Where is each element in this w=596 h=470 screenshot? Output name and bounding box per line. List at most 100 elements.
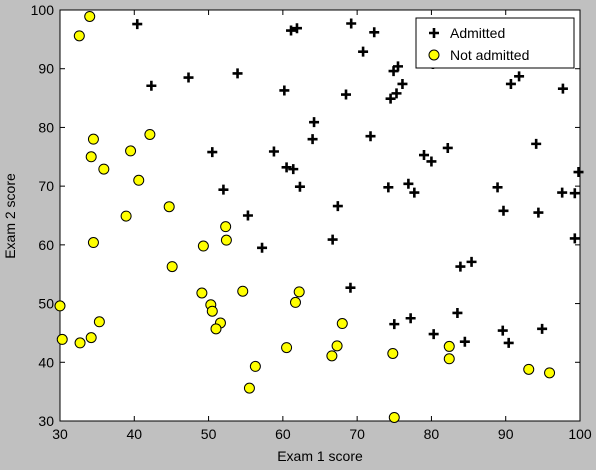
admitted-point: [569, 188, 580, 199]
not-admitted-point: [387, 347, 399, 359]
legend-marker-admitted: [429, 28, 439, 38]
legend[interactable]: Admitted Not admitted: [415, 17, 575, 69]
admitted-point: [279, 85, 290, 96]
admitted-point: [403, 178, 414, 189]
admitted-point: [531, 138, 542, 149]
admitted-point: [388, 66, 399, 77]
axis-ticks: 30 40 50 60 70 80 90 100 30 40 50 60 70 80 90 100: [31, 2, 592, 442]
admitted-point: [146, 80, 157, 91]
x-tick-label: 50: [201, 426, 217, 442]
not-admitted-point: [73, 30, 85, 42]
y-tick-label: 100: [31, 2, 55, 18]
admitted-point: [514, 71, 525, 82]
legend-label-not-admitted: Not admitted: [450, 47, 529, 63]
x-tick-label: 80: [424, 426, 440, 442]
admitted-point: [345, 282, 356, 293]
not-admitted-point: [220, 221, 232, 233]
x-tick-label: 30: [52, 426, 68, 442]
admitted-point: [405, 313, 416, 324]
not-admitted-point: [210, 323, 222, 335]
x-axis-label: Exam 1 score: [277, 448, 363, 464]
admitted-point: [466, 256, 477, 267]
not-admitted-point: [93, 316, 105, 328]
admitted-point: [497, 325, 508, 336]
y-tick-label: 40: [38, 354, 54, 370]
not-admitted-point: [336, 318, 348, 330]
admitted-point: [132, 19, 143, 30]
admitted-point: [557, 83, 568, 94]
admitted-point: [533, 207, 544, 218]
plot-area: [59, 9, 581, 422]
admitted-point: [442, 142, 453, 153]
not-admitted-point: [87, 237, 99, 249]
admitted-point: [498, 205, 509, 216]
admitted-point: [419, 150, 429, 161]
not-admitted-point: [388, 411, 400, 423]
not-admitted-point: [87, 133, 99, 145]
admitted-point: [346, 18, 357, 29]
admitted-point: [288, 164, 299, 175]
not-admitted-point: [293, 286, 305, 298]
admitted-point: [286, 25, 297, 36]
not-admitted-point: [523, 363, 535, 375]
not-admitted-point: [133, 174, 145, 186]
not-admitted-point: [85, 332, 97, 344]
admitted-point: [383, 182, 394, 193]
not-admitted-point: [125, 145, 137, 157]
not-admitted-point: [544, 367, 556, 379]
not-admitted-point: [197, 240, 209, 252]
admitted-point: [307, 134, 318, 145]
admitted-point: [505, 78, 516, 89]
not-admitted-point: [84, 10, 96, 22]
admitted-point: [268, 146, 279, 157]
not-admitted-point: [166, 261, 178, 273]
not-admitted-point: [443, 353, 455, 365]
x-tick-label: 100: [568, 426, 592, 442]
admitted-point: [391, 88, 402, 99]
x-tick-label: 40: [126, 426, 142, 442]
admitted-point: [327, 234, 338, 245]
admitted-point: [557, 187, 568, 198]
y-tick-label: 80: [38, 119, 54, 135]
admitted-point: [358, 46, 369, 57]
admitted-point: [218, 184, 229, 195]
legend-box: [415, 17, 575, 69]
y-axis-label: Exam 2 score: [2, 173, 18, 259]
admitted-point: [341, 89, 351, 100]
admitted-point: [569, 233, 580, 244]
admitted-point: [207, 147, 218, 158]
legend-label-admitted: Admitted: [450, 25, 505, 41]
x-tick-label: 90: [498, 426, 514, 442]
not-admitted-point: [243, 382, 255, 394]
admitted-point: [409, 187, 420, 198]
not-admitted-point: [98, 163, 110, 175]
not-admitted-point: [281, 342, 293, 354]
admitted-point: [281, 162, 292, 173]
admitted-point: [291, 23, 302, 34]
y-tick-label: 70: [38, 178, 54, 194]
x-tick-label: 60: [275, 426, 291, 442]
not-admitted-point: [85, 151, 97, 163]
admitted-point: [492, 182, 503, 193]
admitted-point: [369, 27, 380, 38]
not-admitted-point: [54, 300, 66, 312]
admitted-point: [242, 210, 253, 221]
admitted-point: [455, 261, 466, 272]
admitted-point: [257, 242, 268, 253]
y-tick-label: 60: [38, 237, 54, 253]
not-admitted-point: [56, 333, 68, 345]
not-admitted-point: [196, 287, 208, 299]
not-admitted-point: [144, 128, 156, 140]
legend-circle-marker: [428, 49, 440, 61]
admitted-point: [573, 167, 584, 178]
not-admitted-point: [443, 340, 455, 352]
not-admitted-point: [120, 210, 132, 222]
admitted-point: [232, 68, 243, 79]
admitted-point: [309, 117, 320, 128]
x-tick-label: 70: [349, 426, 365, 442]
y-tick-label: 30: [38, 413, 54, 429]
admitted-point: [389, 319, 400, 330]
legend-plus-marker: [429, 28, 439, 38]
